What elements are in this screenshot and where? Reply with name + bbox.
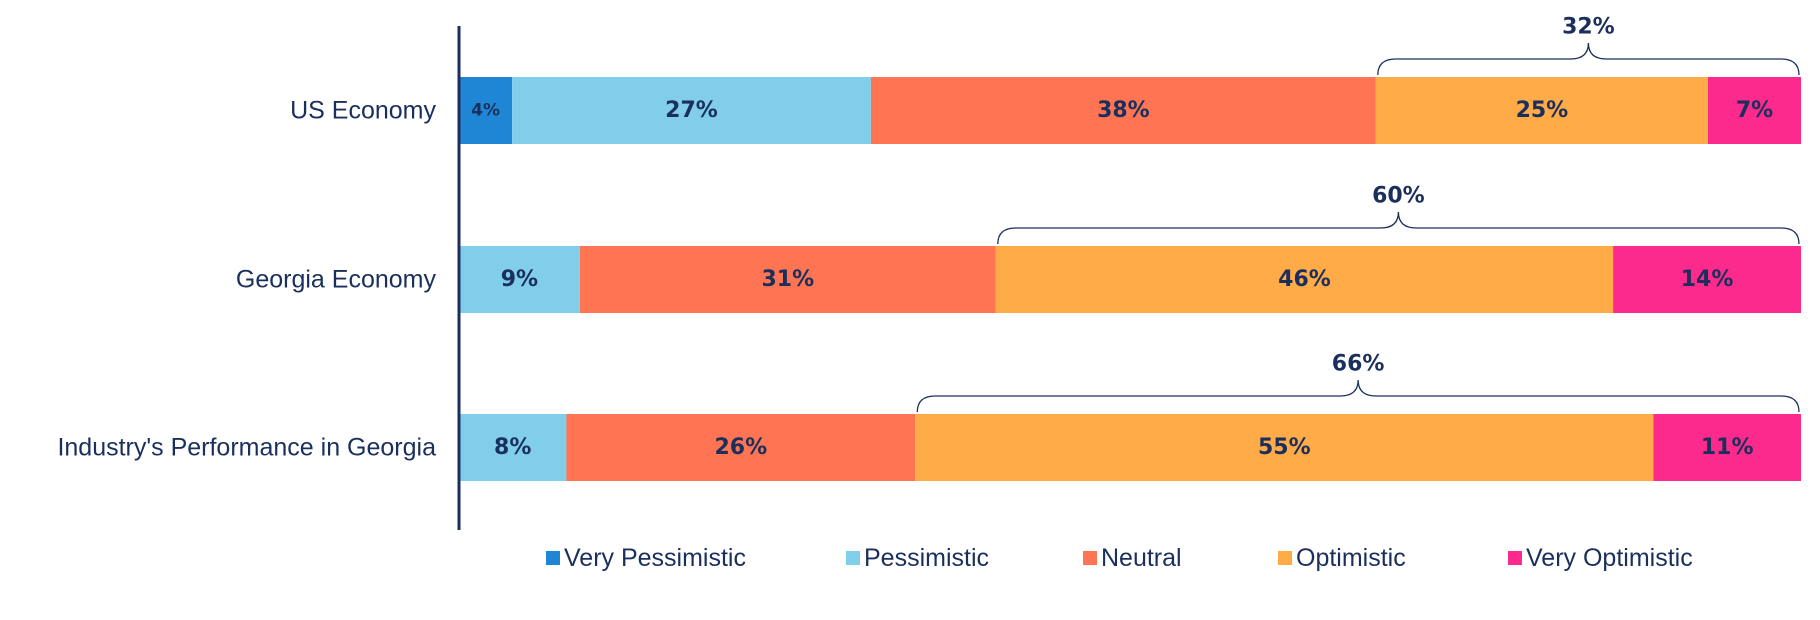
category-label-us-economy: US Economy — [290, 97, 436, 125]
legend-swatch-optimistic — [1278, 551, 1292, 565]
category-label-industry-s-performance-in-georgia: Industry's Performance in Georgia — [57, 434, 436, 462]
legend-swatch-neutral — [1083, 551, 1097, 565]
bar-segment-us-economy-very-pessimistic — [459, 77, 513, 144]
bar-segment-industry-s-performance-in-georgia-optimistic — [915, 414, 1654, 481]
category-labels: US Economy Georgia Economy Industry's Perf… — [57, 97, 436, 462]
bar-segment-us-economy-optimistic — [1375, 77, 1708, 144]
data-label-georgia-economy-neutral: 31% — [761, 267, 814, 292]
legend-label-optimistic: Optimistic — [1296, 544, 1406, 572]
data-label-industry-s-performance-in-georgia-pessimistic: 8% — [494, 435, 531, 460]
bar-segment-us-economy-neutral — [870, 77, 1376, 144]
bar-segment-us-economy-pessimistic — [512, 77, 871, 144]
bracket-us-economy — [1377, 42, 1800, 76]
data-label-georgia-economy-pessimistic: 9% — [501, 267, 538, 292]
data-label-georgia-economy-very-optimistic: 14% — [1681, 267, 1734, 292]
legend-label-very-optimistic: Very Optimistic — [1526, 544, 1693, 572]
legend-swatch-very-optimistic — [1508, 551, 1522, 565]
bracket-label-georgia-economy: 60% — [1372, 184, 1425, 209]
data-label-industry-s-performance-in-georgia-very-optimistic: 11% — [1701, 435, 1754, 460]
data-label-georgia-economy-optimistic: 46% — [1278, 267, 1331, 292]
data-label-us-economy-pessimistic: 27% — [665, 98, 718, 123]
bar-segment-georgia-economy-pessimistic — [459, 246, 580, 313]
legend-swatch-very-pessimistic — [546, 551, 560, 565]
category-label-georgia-economy: Georgia Economy — [236, 266, 437, 294]
legend-label-pessimistic: Pessimistic — [864, 544, 989, 572]
legend: Very Pessimistic Pessimistic Neutral Optimi… — [546, 544, 1693, 572]
bar-segment-us-economy-very-optimistic — [1708, 77, 1801, 144]
brackets-group: 32% 60% 66% — [916, 15, 1800, 413]
bracket-label-industry-s-performance-in-georgia: 66% — [1332, 352, 1385, 377]
bar-segment-georgia-economy-very-optimistic — [1613, 246, 1801, 313]
data-label-industry-s-performance-in-georgia-neutral: 26% — [714, 435, 767, 460]
bar-segment-industry-s-performance-in-georgia-very-optimistic — [1653, 414, 1801, 481]
data-label-us-economy-very-pessimistic: 4% — [471, 101, 500, 121]
bars-group: 4% 27% 38% 25% 7% 9% 31% 46% 14% 8% 26% 55% 11% — [459, 77, 1801, 481]
data-label-us-economy-very-optimistic: 7% — [1736, 98, 1773, 123]
bracket-georgia-economy — [997, 211, 1800, 245]
bar-segment-industry-s-performance-in-georgia-pessimistic — [459, 414, 567, 481]
bar-segment-industry-s-performance-in-georgia-neutral — [566, 414, 916, 481]
legend-swatch-pessimistic — [846, 551, 860, 565]
bracket-industry-s-performance-in-georgia — [916, 379, 1800, 413]
legend-label-very-pessimistic: Very Pessimistic — [564, 544, 746, 572]
bracket-label-us-economy: 32% — [1562, 15, 1615, 40]
legend-label-neutral: Neutral — [1101, 544, 1182, 572]
data-label-us-economy-optimistic: 25% — [1516, 98, 1569, 123]
data-label-us-economy-neutral: 38% — [1097, 98, 1150, 123]
bar-segment-georgia-economy-optimistic — [995, 246, 1614, 313]
data-label-industry-s-performance-in-georgia-optimistic: 55% — [1258, 435, 1311, 460]
bar-segment-georgia-economy-neutral — [579, 246, 996, 313]
